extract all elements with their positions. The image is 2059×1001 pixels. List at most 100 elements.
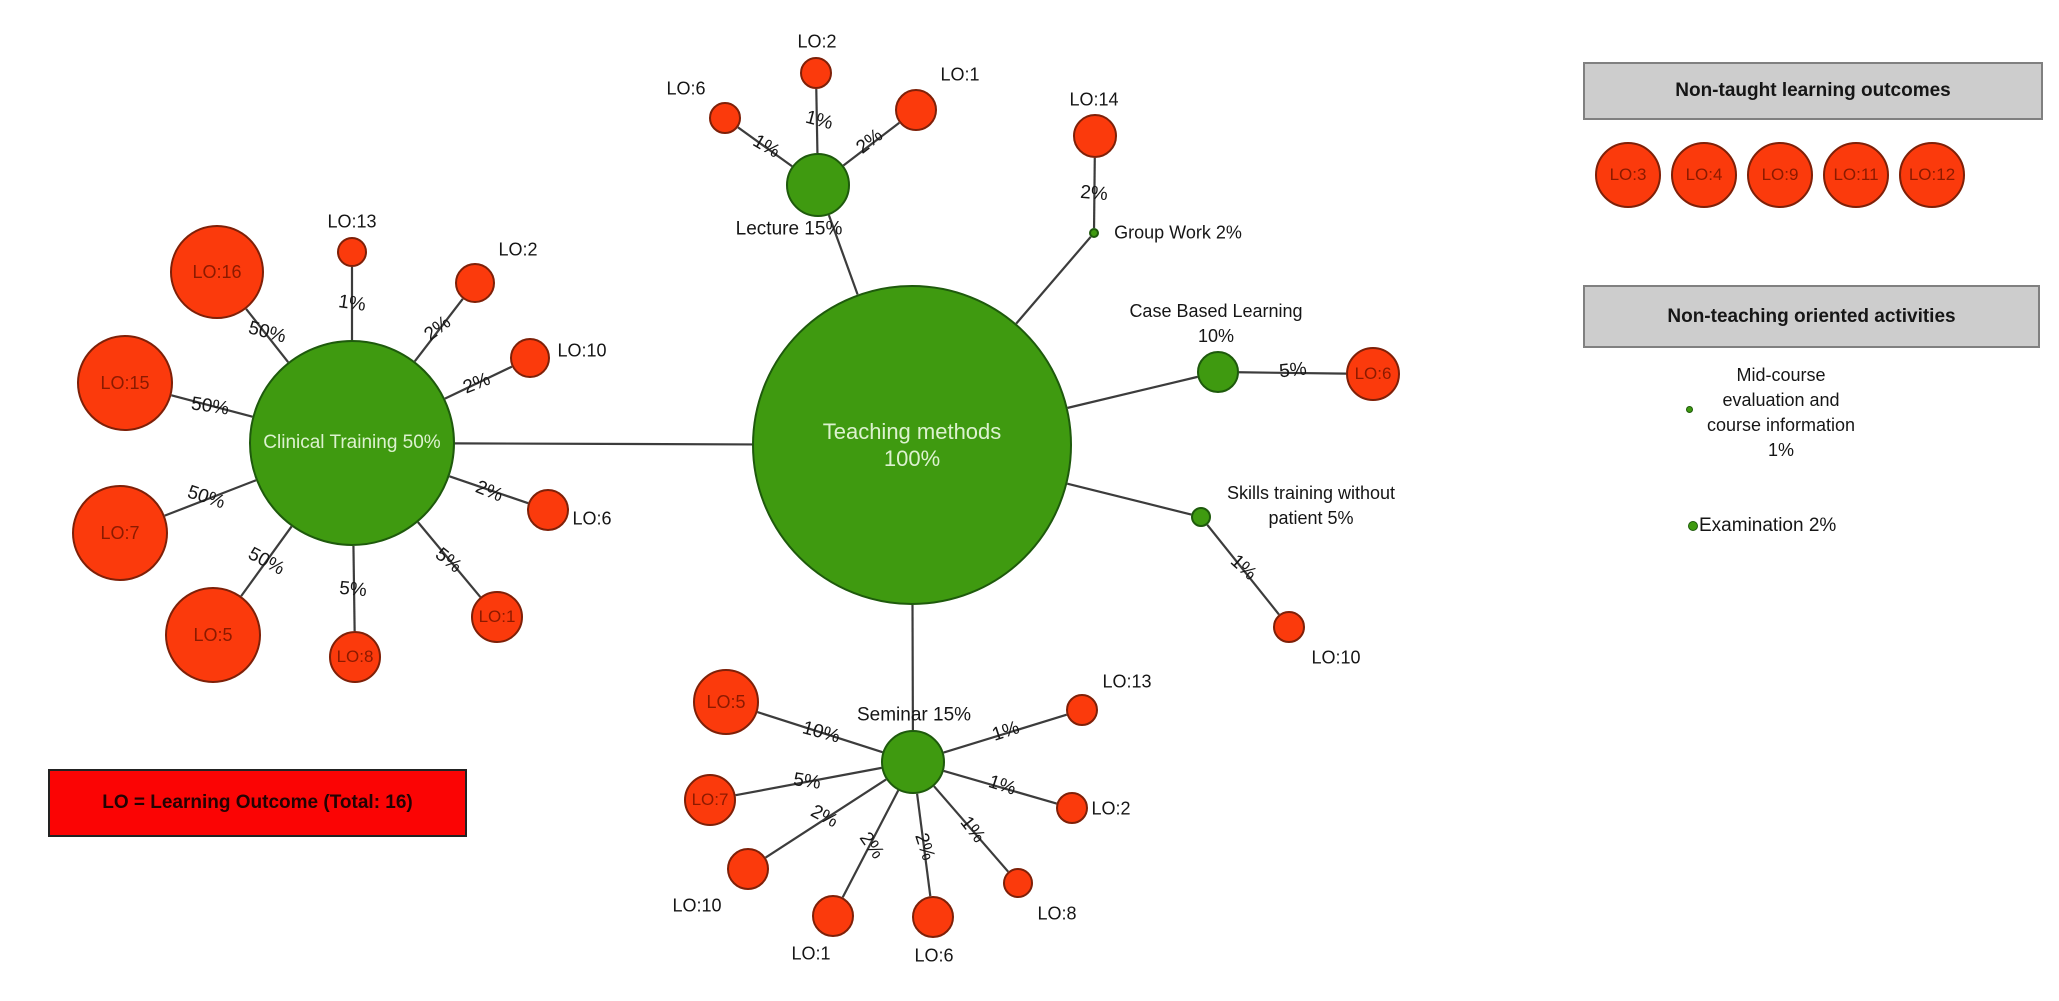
midcourse-activity-label: Mid-course evaluation and course informa… <box>1661 363 1901 463</box>
node-cl_lo16: LO:16 <box>170 225 264 319</box>
node-sem_lo1-label: LO:1 <box>791 941 830 966</box>
non-taught-outcome-circle: LO:3 <box>1595 142 1661 208</box>
edge-percent-label: 5% <box>338 577 368 602</box>
edge-seminar-sem_lo6 <box>916 793 932 897</box>
node-cl_lo7-label: LO:7 <box>100 522 140 543</box>
node-cl_lo1-label: LO:1 <box>478 607 516 627</box>
node-lo14-label-line: LO:14 <box>1069 89 1119 110</box>
node-seminar <box>881 730 945 794</box>
node-skills-label: Skills training without patient 5% <box>1227 481 1395 531</box>
edge-cbl-cbl_lo6 <box>1238 371 1347 375</box>
node-lec_lo6-label-line: LO:6 <box>666 78 706 99</box>
node-sem_lo8 <box>1003 868 1033 898</box>
edge-percent-label: 5% <box>792 769 823 794</box>
node-cl_lo6-label: LO:6 <box>572 506 611 531</box>
edge-seminar-sem_lo2 <box>943 769 1057 805</box>
node-sem_lo6 <box>912 896 954 938</box>
edge-percent-label: 2% <box>1079 181 1109 206</box>
edge-clinical-cl_lo5 <box>240 525 293 597</box>
edge-seminar-sem_lo8 <box>933 785 1009 873</box>
edge-clinical-cl_lo2 <box>413 298 464 363</box>
edge-teaching-skills <box>1066 482 1192 516</box>
node-sem_lo6-label: LO:6 <box>914 943 953 968</box>
node-lec_lo2 <box>800 57 832 89</box>
node-sem_lo5-label: LO:5 <box>706 691 746 712</box>
examination-activity-label: Examination 2% <box>1699 515 1837 536</box>
edge-seminar-sem_lo10 <box>765 778 887 859</box>
node-sem_lo5: LO:5 <box>693 669 759 735</box>
edge-teaching-lecture <box>827 214 859 295</box>
non-taught-outcomes-row: LO:3 LO:4 LO:9 LO:11 LO:12 <box>1595 142 1965 208</box>
node-lec_lo2-label-line: LO:2 <box>797 31 837 52</box>
node-skills-label-line: patient 5% <box>1268 508 1354 528</box>
node-cl_lo2 <box>455 263 495 303</box>
lo-note-box: LO = Learning Outcome (Total: 16) <box>48 769 467 837</box>
edge-groupwork-lo14 <box>1092 157 1096 229</box>
node-sem_lo7: LO:7 <box>684 774 736 826</box>
node-skills-label-line: Skills training without <box>1226 482 1396 503</box>
node-lec_lo2-label: LO:2 <box>797 29 836 54</box>
node-cbl_lo6-label: LO:6 <box>1354 364 1392 384</box>
node-lo14-label: LO:14 <box>1069 87 1118 112</box>
node-cbl-label-line: 10% <box>1197 326 1235 346</box>
edge-skills-sk_lo10 <box>1206 524 1280 616</box>
node-sem_lo10 <box>727 848 769 890</box>
node-cl_lo10-label: LO:10 <box>557 338 606 363</box>
node-cl_lo7: LO:7 <box>72 485 168 581</box>
node-lec_lo1 <box>895 89 937 131</box>
midcourse-line-2: evaluation and <box>1722 390 1840 410</box>
node-sem_lo13-label-line: LO:13 <box>1102 671 1152 692</box>
node-teaching-label: 100% <box>883 446 941 471</box>
node-sk_lo10-label-line: LO:10 <box>1311 647 1361 668</box>
edge-seminar-sem_lo7 <box>735 766 882 797</box>
node-lecture-label-line: Lecture 15% <box>735 218 843 240</box>
node-sem_lo10-label-line: LO:10 <box>672 895 722 916</box>
edge-clinical-cl_lo16 <box>245 308 290 363</box>
edge-percent-label: 1% <box>337 291 368 316</box>
edge-lecture-lec_lo2 <box>815 88 819 154</box>
edge-clinical-cl_lo15 <box>171 394 253 418</box>
node-sem_lo8-label: LO:8 <box>1037 901 1076 926</box>
midcourse-dot-icon <box>1686 406 1693 413</box>
node-cl_lo13-label: LO:13 <box>327 209 376 234</box>
node-cl_lo10-label-line: LO:10 <box>557 340 607 361</box>
legend-non-taught-header: Non-taught learning outcomes <box>1583 62 2043 120</box>
node-sem_lo13-label: LO:13 <box>1102 669 1151 694</box>
node-sem_lo6-label-line: LO:6 <box>914 945 954 966</box>
node-groupwork <box>1089 228 1099 238</box>
edge-clinical-cl_lo1 <box>417 521 482 598</box>
non-taught-outcome-circle: LO:4 <box>1671 142 1737 208</box>
node-lecture-label: Lecture 15% <box>736 217 843 244</box>
edge-teaching-clinical <box>454 442 753 446</box>
node-teaching-label: Teaching methods <box>822 418 1002 444</box>
edge-teaching-groupwork <box>1015 236 1092 325</box>
edge-percent-label: 5% <box>1278 358 1308 383</box>
node-cl_lo2-label-line: LO:2 <box>498 239 538 260</box>
node-cl_lo5: LO:5 <box>165 587 261 683</box>
edge-clinical-cl_lo8 <box>352 545 356 632</box>
edge-clinical-cl_lo6 <box>449 475 529 505</box>
node-cl_lo15: LO:15 <box>77 335 173 431</box>
node-sem_lo7-label: LO:7 <box>691 790 729 810</box>
node-seminar-label-line: Seminar 15% <box>856 704 972 726</box>
node-clinical-label: Clinical Training 50% <box>263 432 441 454</box>
legend-non-teaching-header: Non-teaching oriented activities <box>1583 285 2040 348</box>
node-sem_lo2-label-line: LO:2 <box>1091 798 1131 819</box>
node-cl_lo13-label-line: LO:13 <box>327 211 377 232</box>
edge-lecture-lec_lo1 <box>842 121 900 167</box>
node-lec_lo1-label: LO:1 <box>940 62 979 87</box>
node-clinical: Clinical Training 50% <box>249 340 455 546</box>
node-cbl_lo6: LO:6 <box>1346 347 1400 401</box>
node-groupwork-label: Group Work 2% <box>1114 220 1242 245</box>
node-cbl-label-line: Case Based Learning <box>1129 300 1303 321</box>
node-sem_lo8-label-line: LO:8 <box>1037 903 1077 924</box>
node-cl_lo5-label: LO:5 <box>193 624 233 645</box>
node-sem_lo13 <box>1066 694 1098 726</box>
node-sem_lo10-label: LO:10 <box>672 893 721 918</box>
node-sk_lo10-label: LO:10 <box>1311 645 1360 670</box>
node-sem_lo2 <box>1056 792 1088 824</box>
midcourse-line-1: Mid-course <box>1736 365 1826 385</box>
node-teaching: Teaching methods 100% <box>752 285 1072 605</box>
